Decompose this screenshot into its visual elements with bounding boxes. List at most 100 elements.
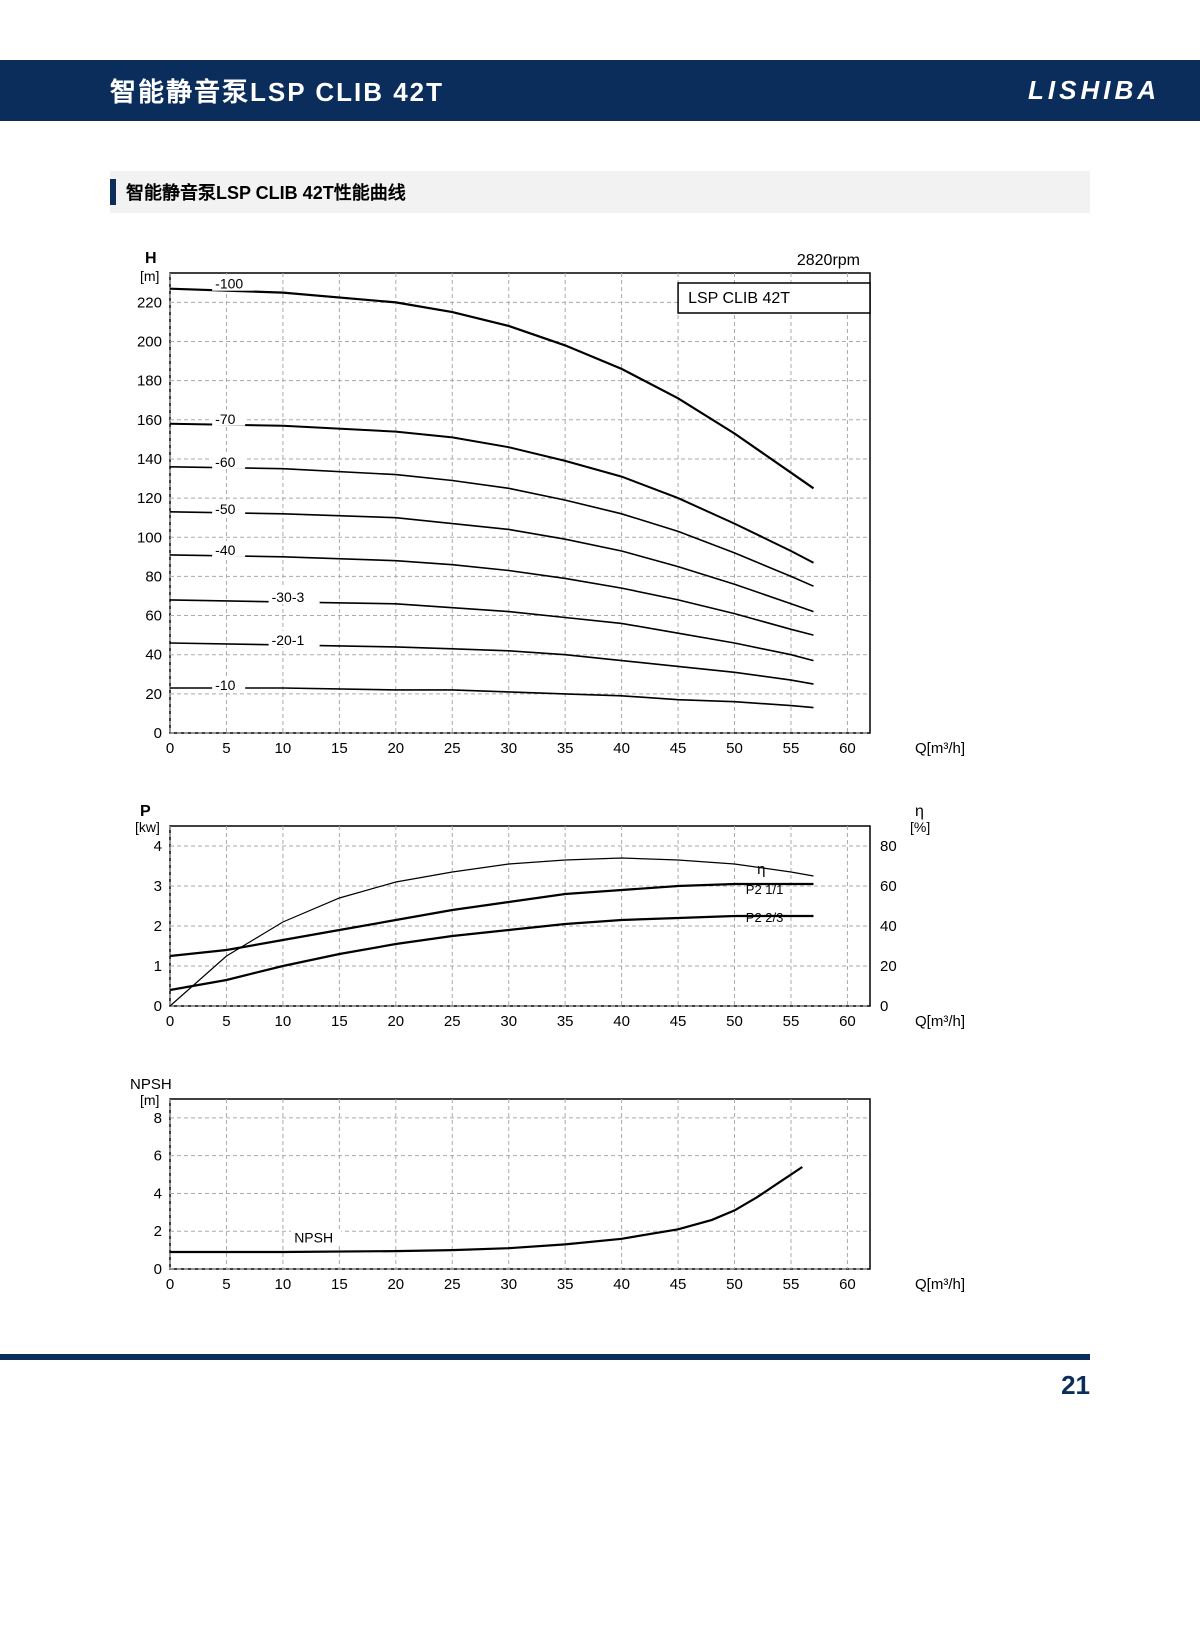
svg-text:2820rpm: 2820rpm (797, 252, 860, 269)
svg-text:20: 20 (387, 740, 404, 757)
svg-text:0: 0 (154, 725, 162, 742)
svg-text:35: 35 (557, 740, 574, 757)
svg-text:η: η (915, 803, 924, 820)
svg-text:25: 25 (444, 1013, 461, 1030)
svg-text:20: 20 (387, 1013, 404, 1030)
section-title-bar: 智能静音泵LSP CLIB 42T性能曲线 (110, 171, 1090, 213)
svg-text:35: 35 (557, 1276, 574, 1293)
svg-text:15: 15 (331, 1013, 348, 1030)
header-bar: 智能静音泵LSP CLIB 42T LISHIBA (0, 60, 1200, 121)
svg-text:50: 50 (726, 740, 743, 757)
svg-text:-30-3: -30-3 (272, 589, 305, 605)
svg-text:2: 2 (154, 918, 162, 935)
svg-text:-100: -100 (215, 276, 243, 292)
svg-text:1: 1 (154, 958, 162, 975)
svg-text:50: 50 (726, 1013, 743, 1030)
svg-text:0: 0 (154, 998, 162, 1015)
svg-text:140: 140 (137, 451, 162, 468)
svg-text:30: 30 (500, 1013, 517, 1030)
svg-text:15: 15 (331, 1276, 348, 1293)
svg-text:5: 5 (222, 1276, 230, 1293)
chart-npsh: 0 2 4 6 8 0 5 10 15 20 25 30 35 40 45 50 55 60 Q[m³/h] NPSH… (110, 1069, 1090, 1314)
svg-text:25: 25 (444, 1276, 461, 1293)
chart-power-eff: 01234020406080051015202530354045505560Q[… (110, 796, 1090, 1051)
svg-text:4: 4 (154, 1185, 162, 1202)
svg-text:-50: -50 (215, 501, 235, 517)
chart-head-h: 0 20 40 60 80 100 120 140 160 180 200 220 0 5 10 15 20 25… (110, 243, 1090, 778)
svg-text:45: 45 (670, 740, 687, 757)
svg-text:30: 30 (500, 1276, 517, 1293)
svg-text:30: 30 (500, 740, 517, 757)
svg-text:NPSH: NPSH (294, 1230, 333, 1246)
svg-text:10: 10 (275, 1013, 292, 1030)
svg-text:[%]: [%] (910, 819, 930, 835)
svg-text:-60: -60 (215, 454, 235, 470)
svg-text:[m]: [m] (140, 1092, 159, 1108)
svg-text:Q[m³/h]: Q[m³/h] (915, 740, 965, 757)
svg-text:35: 35 (557, 1013, 574, 1030)
svg-text:60: 60 (145, 608, 162, 625)
svg-text:10: 10 (275, 1276, 292, 1293)
svg-text:0: 0 (154, 1261, 162, 1278)
page-number: 21 (0, 1370, 1090, 1401)
svg-text:55: 55 (783, 1276, 800, 1293)
brand-logo: LISHIBA (1028, 75, 1160, 106)
svg-text:P2 2/3: P2 2/3 (746, 910, 784, 925)
svg-text:20: 20 (145, 686, 162, 703)
svg-text:80: 80 (880, 838, 897, 855)
svg-text:60: 60 (839, 1013, 856, 1030)
svg-text:40: 40 (613, 1013, 630, 1030)
svg-text:-70: -70 (215, 411, 235, 427)
svg-text:-40: -40 (215, 542, 235, 558)
svg-text:40: 40 (145, 647, 162, 664)
svg-text:80: 80 (145, 568, 162, 585)
footer-rule (0, 1354, 1090, 1360)
svg-text:NPSH: NPSH (130, 1076, 172, 1093)
svg-text:20: 20 (880, 958, 897, 975)
svg-text:5: 5 (222, 740, 230, 757)
svg-text:60: 60 (839, 1276, 856, 1293)
svg-text:20: 20 (387, 1276, 404, 1293)
svg-text:45: 45 (670, 1013, 687, 1030)
svg-text:H: H (145, 250, 157, 267)
svg-text:P: P (140, 803, 151, 820)
svg-text:120: 120 (137, 490, 162, 507)
svg-text:200: 200 (137, 334, 162, 351)
svg-text:3: 3 (154, 878, 162, 895)
svg-text:55: 55 (783, 1013, 800, 1030)
svg-text:P2 1/1: P2 1/1 (746, 882, 784, 897)
svg-text:0: 0 (166, 1276, 174, 1293)
svg-text:40: 40 (613, 740, 630, 757)
svg-text:10: 10 (275, 740, 292, 757)
svg-text:160: 160 (137, 412, 162, 429)
svg-text:4: 4 (154, 838, 162, 855)
svg-text:-20-1: -20-1 (272, 632, 305, 648)
svg-text:2: 2 (154, 1223, 162, 1240)
svg-text:[m]: [m] (140, 268, 159, 284)
svg-text:0: 0 (166, 740, 174, 757)
svg-text:25: 25 (444, 740, 461, 757)
svg-text:0: 0 (880, 998, 888, 1015)
svg-text:[kw]: [kw] (135, 819, 160, 835)
section-title: 智能静音泵LSP CLIB 42T性能曲线 (110, 179, 1090, 205)
svg-text:Q[m³/h]: Q[m³/h] (915, 1013, 965, 1030)
svg-text:40: 40 (613, 1276, 630, 1293)
svg-text:8: 8 (154, 1110, 162, 1127)
svg-text:15: 15 (331, 740, 348, 757)
svg-text:5: 5 (222, 1013, 230, 1030)
charts-container: 0204060801001201401601802002200510152025… (110, 243, 1090, 1314)
svg-text:60: 60 (880, 878, 897, 895)
svg-text:60: 60 (839, 740, 856, 757)
svg-text:180: 180 (137, 373, 162, 390)
svg-text:-10: -10 (215, 677, 235, 693)
svg-text:η: η (757, 861, 765, 878)
svg-text:6: 6 (154, 1148, 162, 1165)
svg-text:220: 220 (137, 294, 162, 311)
svg-text:40: 40 (880, 918, 897, 935)
svg-text:Q[m³/h]: Q[m³/h] (915, 1276, 965, 1293)
svg-text:55: 55 (783, 740, 800, 757)
svg-text:0: 0 (166, 1013, 174, 1030)
svg-text:50: 50 (726, 1276, 743, 1293)
svg-text:100: 100 (137, 529, 162, 546)
svg-text:45: 45 (670, 1276, 687, 1293)
